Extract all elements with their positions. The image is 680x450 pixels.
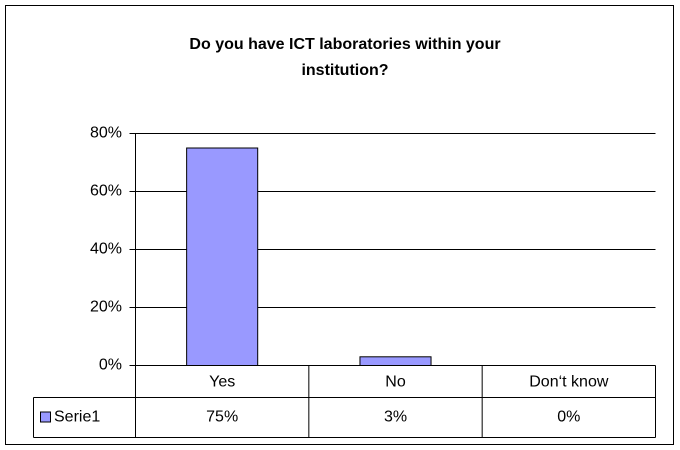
chart-title: institution? bbox=[301, 62, 388, 79]
x-tick-label: No bbox=[385, 374, 406, 391]
data-table-value: 0% bbox=[557, 409, 580, 426]
y-tick-label: 20% bbox=[90, 299, 122, 316]
y-tick-label: 60% bbox=[90, 183, 122, 200]
y-tick-label: 80% bbox=[90, 125, 122, 142]
y-tick-label: 0% bbox=[99, 357, 122, 374]
data-table-value: 3% bbox=[384, 409, 407, 426]
bar bbox=[186, 147, 259, 366]
chart-border bbox=[5, 5, 674, 445]
legend-label: Serie1 bbox=[54, 409, 100, 426]
chart-title: Do you have ICT laboratories within your bbox=[189, 36, 500, 53]
y-tick-label: 40% bbox=[90, 241, 122, 258]
x-tick-label: Yes bbox=[209, 374, 235, 391]
x-tick-label: Don‘t know bbox=[529, 374, 609, 391]
data-table-value: 75% bbox=[206, 409, 238, 426]
bar bbox=[359, 356, 432, 366]
legend-swatch bbox=[40, 411, 51, 423]
